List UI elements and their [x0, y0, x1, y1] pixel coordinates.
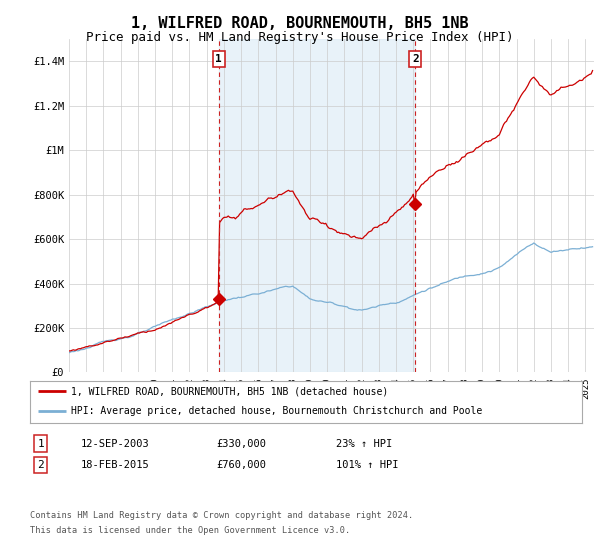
Text: 12-SEP-2003: 12-SEP-2003 — [81, 438, 150, 449]
Bar — [219, 39, 415, 372]
Text: Contains HM Land Registry data © Crown copyright and database right 2024.: Contains HM Land Registry data © Crown c… — [30, 511, 413, 520]
Text: 1: 1 — [215, 54, 222, 64]
Text: 2: 2 — [37, 460, 44, 470]
Text: 101% ↑ HPI: 101% ↑ HPI — [336, 460, 398, 470]
Text: 23% ↑ HPI: 23% ↑ HPI — [336, 438, 392, 449]
Text: 1, WILFRED ROAD, BOURNEMOUTH, BH5 1NB: 1, WILFRED ROAD, BOURNEMOUTH, BH5 1NB — [131, 16, 469, 31]
Text: 2: 2 — [412, 54, 419, 64]
Text: This data is licensed under the Open Government Licence v3.0.: This data is licensed under the Open Gov… — [30, 526, 350, 535]
Text: Price paid vs. HM Land Registry's House Price Index (HPI): Price paid vs. HM Land Registry's House … — [86, 31, 514, 44]
Text: £330,000: £330,000 — [216, 438, 266, 449]
Text: 1: 1 — [37, 438, 44, 449]
Text: 1, WILFRED ROAD, BOURNEMOUTH, BH5 1NB (detached house): 1, WILFRED ROAD, BOURNEMOUTH, BH5 1NB (d… — [71, 386, 389, 396]
Text: £760,000: £760,000 — [216, 460, 266, 470]
Text: HPI: Average price, detached house, Bournemouth Christchurch and Poole: HPI: Average price, detached house, Bour… — [71, 406, 482, 416]
Text: 18-FEB-2015: 18-FEB-2015 — [81, 460, 150, 470]
